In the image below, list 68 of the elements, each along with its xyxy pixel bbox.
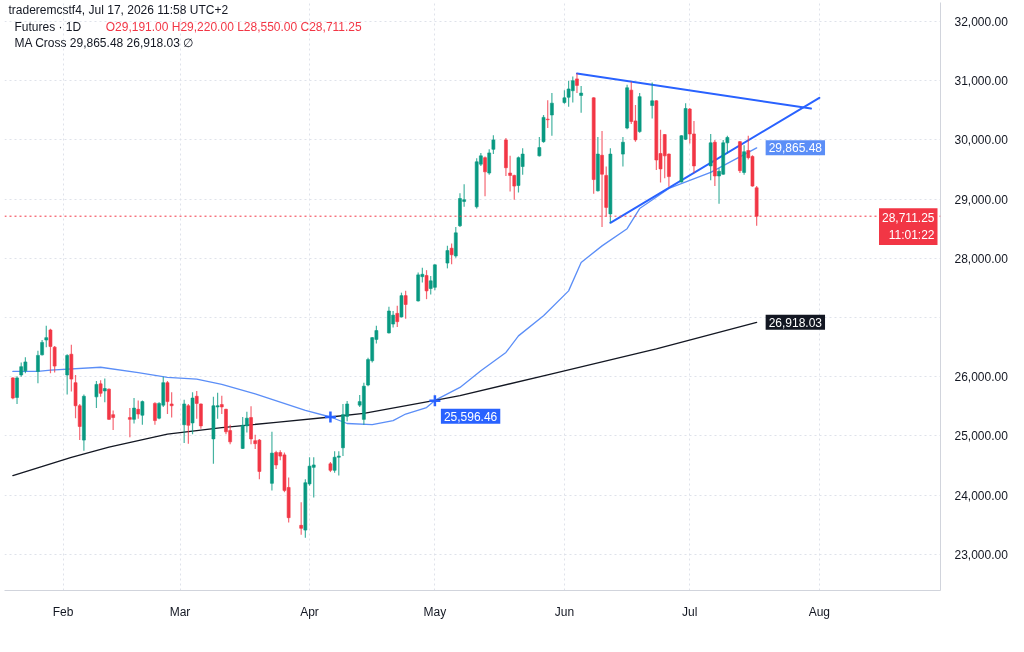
candlestick — [153, 401, 157, 426]
candlestick — [449, 242, 454, 265]
candlestick — [433, 263, 437, 291]
candlestick — [566, 80, 571, 108]
data-label: 26,918.03 — [768, 315, 823, 330]
candlestick — [311, 456, 316, 499]
annotation: MA Cross 29,865.48 26,918.03 ∅ — [14, 35, 194, 50]
candlestick — [249, 405, 253, 445]
candlestick — [136, 399, 141, 420]
candlestick — [650, 81, 654, 120]
candlestick — [387, 306, 391, 335]
candlestick — [742, 144, 746, 176]
candlestick — [299, 501, 303, 536]
candlestick — [219, 395, 224, 415]
candlestick — [336, 450, 341, 477]
candlestick — [128, 407, 132, 438]
candlestick — [579, 85, 583, 114]
candlestick — [399, 292, 404, 319]
candlestick — [403, 290, 408, 320]
candlestick — [545, 99, 550, 129]
y-tick-label: 24,000.00 — [954, 488, 1009, 503]
candlestick — [140, 399, 145, 426]
candlestick — [550, 92, 554, 137]
candlestick — [662, 133, 667, 179]
candlestick — [274, 450, 278, 470]
candlestick — [575, 72, 579, 94]
text: O29,191.00 H29,220.00 L28,550.00 C28,711.25 — [105, 19, 363, 34]
candlestick — [708, 133, 713, 181]
candlestick — [132, 397, 136, 425]
candlestick — [332, 450, 337, 474]
x-tick-label: Mar — [169, 604, 191, 619]
candlestick — [186, 403, 191, 445]
candlestick — [240, 416, 245, 450]
candlestick — [453, 226, 458, 259]
candlestick — [395, 305, 400, 328]
candlestick — [94, 380, 99, 409]
y-tick-label: 32,000.00 — [954, 14, 1009, 29]
candlestick — [424, 269, 429, 300]
y-tick-label: 26,000.00 — [954, 370, 1009, 385]
y-tick-label: 25,000.00 — [954, 429, 1009, 444]
ref-line-label: 28,711.25 11:01:22 — [882, 211, 935, 242]
x-tick-label: Jun — [554, 604, 575, 619]
data-label: 25,596.46 — [443, 409, 498, 424]
candlestick — [15, 375, 19, 405]
line-series — [12, 147, 758, 426]
candlestick — [570, 75, 575, 104]
x-tick-label: May — [423, 604, 447, 619]
candlestick — [44, 325, 49, 348]
y-tick-label: 29,000.00 — [954, 192, 1009, 207]
x-tick-label: Jul — [682, 604, 698, 619]
data-label: 29,865.48 — [768, 141, 823, 156]
y-tick-label: 30,000.00 — [954, 133, 1009, 148]
annotation: traderemcstf4, Jul 17, 2026 11:58 UTC+2 — [8, 2, 229, 17]
candlestick — [165, 380, 170, 415]
line-series — [12, 321, 758, 477]
text: Futures · 1D — [14, 19, 82, 34]
candlestick — [483, 155, 487, 197]
y-tick-label: 31,000.00 — [954, 74, 1009, 89]
y-tick-label: 28,000.00 — [954, 251, 1009, 266]
candlestick — [65, 353, 69, 396]
candlestick — [48, 328, 53, 374]
x-tick-label: Aug — [808, 604, 831, 619]
y-tick-label: 23,000.00 — [954, 547, 1009, 562]
x-tick-label: Apr — [300, 604, 319, 619]
candlestick — [182, 399, 186, 444]
candlestick — [445, 245, 450, 269]
candlestick — [621, 136, 625, 168]
x-tick-label: Feb — [52, 604, 74, 619]
